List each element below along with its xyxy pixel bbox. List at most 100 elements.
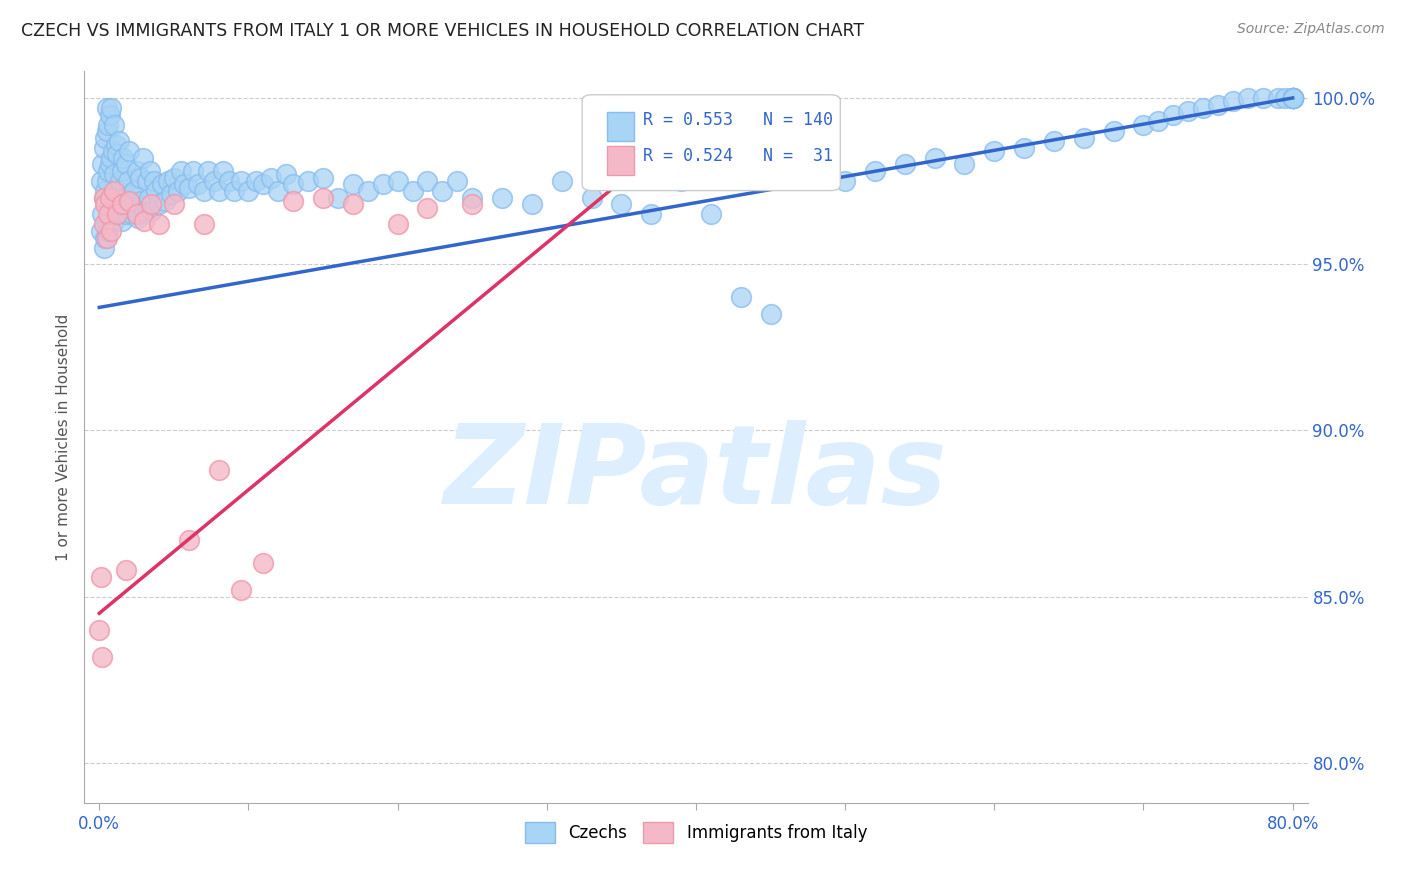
Point bbox=[103, 184, 125, 198]
Point bbox=[93, 191, 115, 205]
Point bbox=[297, 174, 319, 188]
Point bbox=[924, 151, 946, 165]
Point bbox=[461, 191, 484, 205]
Point bbox=[114, 191, 136, 205]
FancyBboxPatch shape bbox=[582, 95, 841, 191]
Point bbox=[371, 178, 394, 192]
Point bbox=[416, 201, 439, 215]
Point bbox=[97, 164, 120, 178]
Point bbox=[107, 184, 129, 198]
Point bbox=[115, 563, 138, 577]
Point bbox=[357, 184, 380, 198]
Point bbox=[983, 144, 1005, 158]
Point bbox=[207, 463, 229, 477]
Point bbox=[834, 174, 856, 188]
Point bbox=[212, 164, 235, 178]
Point bbox=[101, 197, 124, 211]
Point bbox=[326, 191, 349, 205]
Point bbox=[111, 164, 134, 178]
Point bbox=[97, 207, 120, 221]
Point bbox=[90, 570, 112, 584]
Point bbox=[229, 582, 252, 597]
Point bbox=[252, 557, 274, 571]
Point bbox=[139, 164, 162, 178]
Point bbox=[1281, 91, 1303, 105]
Point bbox=[141, 197, 163, 211]
Point bbox=[193, 184, 215, 198]
Point bbox=[101, 144, 124, 158]
Point bbox=[112, 201, 135, 215]
Point bbox=[105, 207, 128, 221]
Point bbox=[118, 194, 141, 208]
Point bbox=[1177, 104, 1199, 119]
Point bbox=[156, 174, 179, 188]
Point bbox=[104, 137, 127, 152]
Point bbox=[252, 178, 274, 192]
Point bbox=[104, 191, 127, 205]
Point bbox=[197, 164, 219, 178]
Point bbox=[222, 184, 245, 198]
Point bbox=[238, 184, 260, 198]
Point bbox=[170, 164, 193, 178]
Point bbox=[115, 207, 138, 221]
Point bbox=[581, 191, 603, 205]
Point bbox=[730, 290, 752, 304]
Text: Source: ZipAtlas.com: Source: ZipAtlas.com bbox=[1237, 22, 1385, 37]
Point bbox=[669, 174, 692, 188]
Point bbox=[446, 174, 468, 188]
Point bbox=[416, 174, 439, 188]
Point bbox=[100, 151, 122, 165]
Point bbox=[610, 197, 633, 211]
Point bbox=[96, 230, 118, 244]
Point bbox=[260, 170, 283, 185]
Point bbox=[89, 623, 111, 637]
Point bbox=[218, 174, 240, 188]
Text: CZECH VS IMMIGRANTS FROM ITALY 1 OR MORE VEHICLES IN HOUSEHOLD CORRELATION CHART: CZECH VS IMMIGRANTS FROM ITALY 1 OR MORE… bbox=[21, 22, 865, 40]
Point bbox=[894, 157, 917, 171]
Point bbox=[105, 147, 128, 161]
Point bbox=[1267, 91, 1289, 105]
Text: ZIPatlas: ZIPatlas bbox=[444, 420, 948, 527]
Point bbox=[1043, 134, 1066, 148]
Point bbox=[103, 118, 125, 132]
Point bbox=[274, 168, 297, 182]
Point bbox=[173, 178, 195, 192]
Point bbox=[121, 207, 143, 221]
Point bbox=[98, 207, 121, 221]
Point bbox=[312, 191, 335, 205]
Point bbox=[125, 164, 148, 178]
Point bbox=[132, 214, 155, 228]
Point bbox=[145, 184, 167, 198]
Point bbox=[117, 174, 139, 188]
Point bbox=[107, 134, 129, 148]
Point bbox=[163, 197, 186, 211]
Point bbox=[118, 197, 141, 211]
Point bbox=[759, 307, 782, 321]
Point bbox=[229, 174, 252, 188]
Point bbox=[267, 184, 290, 198]
Point bbox=[132, 204, 155, 219]
Point bbox=[94, 230, 117, 244]
Point bbox=[187, 178, 209, 192]
Point bbox=[1281, 91, 1303, 105]
Point bbox=[98, 191, 121, 205]
Point bbox=[100, 191, 122, 205]
Point bbox=[432, 184, 454, 198]
Point bbox=[111, 197, 134, 211]
Point bbox=[136, 174, 159, 188]
Point bbox=[1147, 114, 1170, 128]
Point bbox=[1132, 118, 1154, 132]
Point bbox=[283, 194, 305, 208]
FancyBboxPatch shape bbox=[606, 112, 634, 141]
Point bbox=[163, 170, 186, 185]
Point bbox=[342, 178, 364, 192]
Point bbox=[94, 184, 117, 198]
Point bbox=[131, 151, 153, 165]
Point bbox=[193, 217, 215, 231]
Point bbox=[1281, 91, 1303, 105]
Point bbox=[127, 211, 149, 225]
Point bbox=[1281, 91, 1303, 105]
Point bbox=[181, 164, 204, 178]
Text: R = 0.524   N =  31: R = 0.524 N = 31 bbox=[644, 147, 834, 165]
Point bbox=[1281, 91, 1303, 105]
